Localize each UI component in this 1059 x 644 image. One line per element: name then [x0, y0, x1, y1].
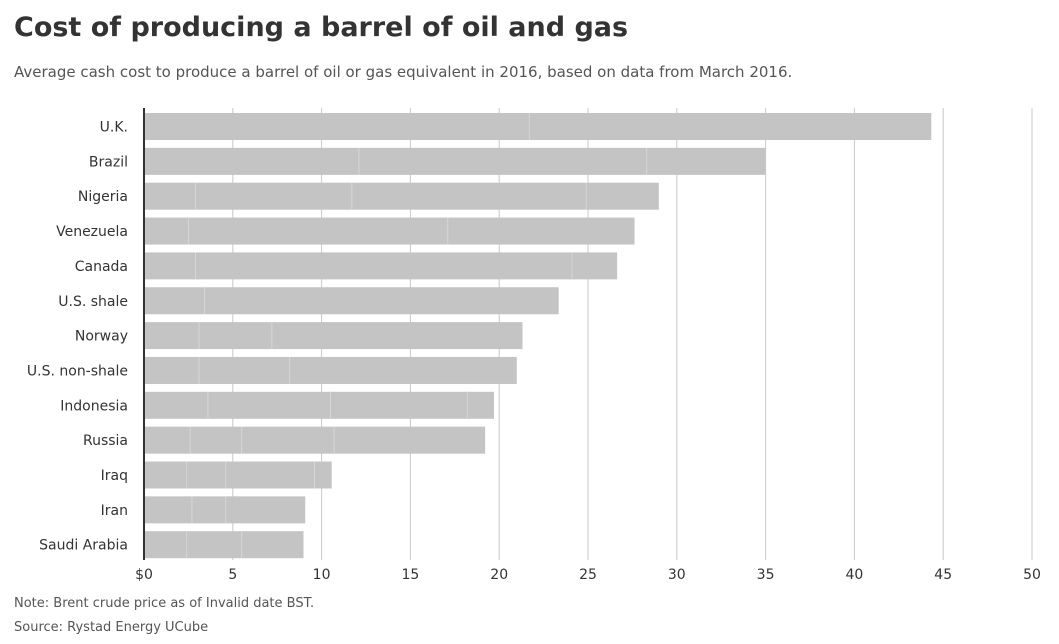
category-label: Venezuela [56, 224, 128, 240]
category-labels: U.K. Brazil Nigeria Venezuela Canada U.S. sha… [27, 120, 128, 554]
x-tick-label: 10 [313, 567, 331, 583]
bars [144, 113, 932, 559]
chart-subtitle: Average cash cost to produce a barrel of… [14, 63, 793, 81]
bar [144, 217, 635, 245]
bar [144, 356, 517, 384]
category-label: Saudi Arabia [39, 538, 128, 554]
x-tick-label: 20 [490, 567, 508, 583]
category-label: U.S. non-shale [27, 363, 128, 379]
chart-source: Source: Rystad Energy UCube [14, 620, 209, 635]
bar [144, 426, 486, 454]
bar [144, 147, 766, 175]
category-label: Iraq [101, 468, 128, 484]
category-label: Russia [83, 433, 128, 449]
x-tick-label: 50 [1023, 567, 1041, 583]
x-tick-label: 30 [668, 567, 686, 583]
chart-title: Cost of producing a barrel of oil and ga… [14, 12, 629, 43]
category-label: Iran [101, 503, 128, 519]
x-tick-label: 5 [228, 567, 237, 583]
chart-note: Note: Brent crude price as of Invalid da… [14, 596, 315, 611]
bar [144, 287, 559, 315]
bar [144, 496, 306, 524]
bar [144, 113, 932, 140]
bar [144, 531, 304, 559]
x-tick-label: 45 [934, 567, 952, 583]
category-label: Nigeria [78, 189, 128, 205]
x-tick-label: 40 [845, 567, 863, 583]
x-tick-label: $0 [135, 567, 153, 583]
category-label: Norway [75, 329, 128, 345]
category-label: U.S. shale [58, 294, 128, 310]
category-label: Brazil [89, 154, 128, 170]
bar [144, 182, 659, 210]
category-label: U.K. [100, 120, 128, 136]
x-tick-label: 35 [757, 567, 775, 583]
bar [144, 461, 332, 489]
category-label: Indonesia [60, 398, 128, 414]
category-label: Canada [75, 259, 128, 275]
x-tick-label: 25 [579, 567, 597, 583]
bar [144, 391, 495, 419]
x-tick-label: 15 [401, 567, 419, 583]
bar [144, 322, 523, 350]
bar [144, 252, 618, 280]
x-tick-labels: $0 5 10 15 20 25 30 35 40 45 50 [135, 567, 1041, 583]
